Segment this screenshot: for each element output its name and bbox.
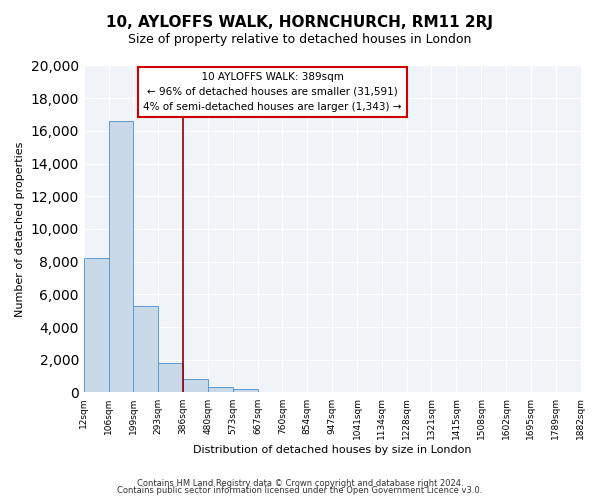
Text: Size of property relative to detached houses in London: Size of property relative to detached ho…	[128, 32, 472, 46]
Bar	[233, 389, 257, 392]
Bar	[158, 363, 183, 392]
X-axis label: Distribution of detached houses by size in London: Distribution of detached houses by size …	[193, 445, 472, 455]
Text: Contains HM Land Registry data © Crown copyright and database right 2024.: Contains HM Land Registry data © Crown c…	[137, 478, 463, 488]
Y-axis label: Number of detached properties: Number of detached properties	[15, 142, 25, 316]
Text: 10, AYLOFFS WALK, HORNCHURCH, RM11 2RJ: 10, AYLOFFS WALK, HORNCHURCH, RM11 2RJ	[107, 15, 493, 30]
Text: Contains public sector information licensed under the Open Government Licence v3: Contains public sector information licen…	[118, 486, 482, 495]
Bar	[84, 258, 109, 392]
Bar	[133, 306, 158, 392]
Bar	[208, 387, 233, 392]
Bar	[183, 380, 208, 392]
Text: 10 AYLOFFS WALK: 389sqm  
← 96% of detached houses are smaller (31,591)
4% of se: 10 AYLOFFS WALK: 389sqm ← 96% of detache…	[143, 72, 402, 112]
Bar	[109, 121, 133, 392]
